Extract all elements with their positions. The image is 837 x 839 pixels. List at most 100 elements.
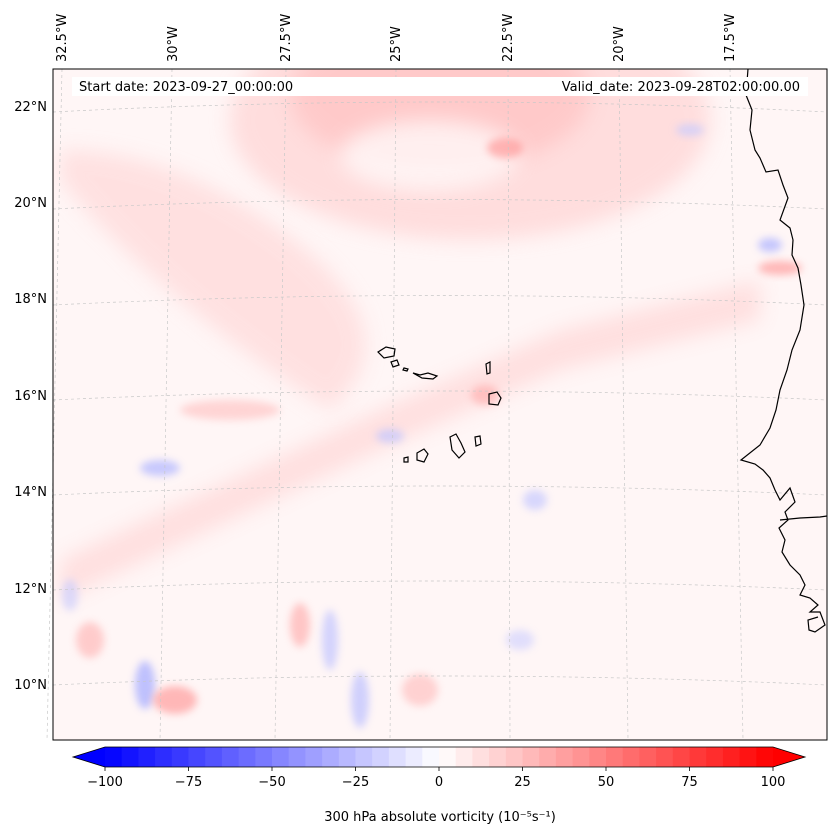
colorbar-segment [355,747,373,767]
colorbar-segment [171,747,190,767]
colorbar-segment [706,747,724,767]
negative-blob [351,672,369,728]
colorbar-segment [338,747,357,767]
positive-blob [487,138,523,158]
colorbar-segment [439,747,457,767]
colorbar-segment [472,747,490,767]
start-date-label: Start date: 2023-09-27_00:00:00 [79,80,293,95]
colorbar-segment [388,747,407,767]
colorbar-segment [589,747,607,767]
colorbar-tick-label: 50 [598,775,615,790]
negative-blob [758,238,782,252]
colorbar-segment [489,747,507,767]
colorbar-segment [572,747,590,767]
negative-blob [135,661,155,709]
colorbar-segment [455,747,473,767]
negative-blob [322,610,338,670]
lon-label: 17.5°W [723,14,738,62]
negative-blob [676,124,704,136]
colorbar-segment [522,747,540,767]
colorbar-tick-label: −25 [342,775,369,790]
colorbar-tick-label: 100 [761,775,786,790]
island-santo-antao [377,346,396,359]
island-maio [474,435,482,447]
vorticity-center-white [340,120,520,190]
colorbar-segment [272,747,290,767]
lat-label: 12°N [14,582,47,597]
colorbar-extend-min [73,747,105,767]
colorbar-segment [205,747,223,767]
colorbar-segment [322,747,340,767]
colorbar-tick-label: 0 [435,775,443,790]
island-santa-luzia [402,367,409,372]
longitude-labels: 32.5°W 30°W 27.5°W 25°W 22.5°W 20°W 17.5… [55,14,738,62]
valid-date-label: Valid_date: 2023-09-28T02:00:00.00 [562,80,800,95]
island-santiago [449,433,466,459]
vorticity-band-west [60,150,366,410]
lat-label: 14°N [14,485,47,500]
colorbar-tick-label: −100 [87,775,123,790]
colorbar-segment [372,747,390,767]
island-sao-vicente [390,359,400,368]
colorbar-tick-label: −50 [258,775,285,790]
negative-blob [523,490,547,510]
lon-label: 25°W [389,26,404,62]
colorbar-segment [155,747,173,767]
positive-blob [758,261,802,275]
colorbar-segments [105,747,774,767]
positive-blob [290,603,310,647]
colorbar-segment [422,747,440,767]
colorbar-label: 300 hPa absolute vorticity (10⁻⁵s⁻¹) [324,810,556,825]
colorbar-segment [722,747,741,767]
africa-coastline [739,68,828,633]
colorbar-tick-label: 75 [681,775,698,790]
colorbar-ticks: −100 −75 −50 −25 0 25 50 75 100 [87,767,785,790]
colorbar-segment [405,747,423,767]
colorbar-segment [305,747,323,767]
colorbar-segment [539,747,557,767]
colorbar-segment [756,747,774,767]
date-header-box [72,77,808,96]
colorbar-segment [555,747,574,767]
lon-label: 30°W [166,26,181,62]
negative-blob [140,460,180,476]
colorbar-segment [288,747,306,767]
negative-blob [506,630,534,650]
colorbar-segment [606,747,624,767]
colorbar-segment [639,747,657,767]
map-frame [52,68,828,741]
colorbar-segment [689,747,707,767]
colorbar-extend-max [773,747,805,767]
colorbar-segment [105,747,123,767]
colorbar: −100 −75 −50 −25 0 25 50 75 100 300 hPa absolute… [71,746,807,825]
colorbar-segment [622,747,640,767]
colorbar-segment [238,747,256,767]
colorbar-segment [221,747,240,767]
coastlines [377,68,828,633]
island-brava [403,456,409,463]
island-sao-nicolau [412,372,439,380]
colorbar-tick-label: 25 [514,775,531,790]
island-boa-vista [488,391,502,406]
lat-label: 16°N [14,389,47,404]
colorbar-segment [188,747,206,767]
colorbar-segment [656,747,674,767]
vorticity-band-diagonal [60,280,760,600]
map-panel: Start date: 2023-09-27_00:00:00 Valid_da… [14,14,828,741]
lat-label: 18°N [14,292,47,307]
colorbar-segment [138,747,156,767]
colorbar-segment [672,747,691,767]
positive-blob [153,686,197,714]
positive-blob [402,674,438,706]
negative-blob [62,579,78,611]
lat-label: 20°N [14,196,47,211]
colorbar-segment [505,747,524,767]
positive-blob [471,385,499,405]
negative-blob [376,429,404,443]
colorbar-tick-label: −75 [175,775,202,790]
positive-blob [76,622,104,658]
lon-label: 22.5°W [501,14,516,62]
positive-blob [180,400,280,420]
lon-label: 20°W [612,26,627,62]
